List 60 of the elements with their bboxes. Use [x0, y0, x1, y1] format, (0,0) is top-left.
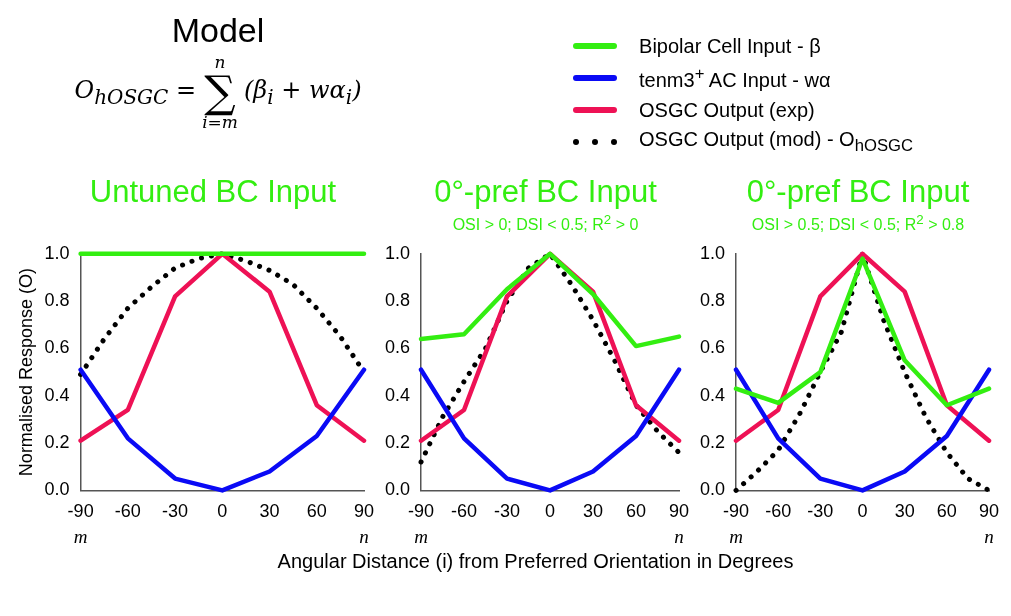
text: O$_{hOSGC}$ = [74, 75, 197, 109]
y-axis-title: Normalised Response (O) [15, 268, 36, 477]
text: (β$_{i}$ + wα$_{i}$) [243, 75, 362, 109]
legend-label: OSGC Output (exp) [639, 98, 815, 122]
y-tick-label: 0.8 [699, 290, 726, 311]
x-axis-title: Angular Distance (i) from Preferred Orientation in Degrees [276, 550, 795, 573]
text: n [359, 525, 369, 547]
chart-title: Untuned BC Input [89, 174, 337, 210]
chart-subtitle: OSI > 0; DSI < 0.5; R$^{2}$ > 0 [451, 211, 640, 236]
y-tick-label: 0.2 [699, 432, 726, 453]
x-tick-label: 90 [668, 501, 690, 522]
y-tick-label: 0.6 [699, 337, 726, 358]
x-tick-label: 60 [306, 501, 327, 522]
y-tick-label: 0.2 [44, 432, 70, 453]
x-tick-label: 30 [894, 501, 915, 522]
y-tick-label: 0.4 [384, 384, 411, 405]
x-tick-label: 0 [217, 501, 228, 522]
y-tick-label: 1.0 [44, 242, 70, 263]
y-tick-label: 0.2 [384, 432, 411, 453]
y-tick-label: 0.8 [44, 290, 70, 311]
y-tick-label: 0.8 [384, 290, 411, 311]
x-tick-label: -90 [723, 501, 750, 522]
legend-label: Bipolar Cell Input - β [639, 34, 821, 58]
x-tick-label: 60 [936, 501, 957, 522]
y-tick-label: 0.4 [44, 384, 70, 405]
text: n [984, 525, 994, 547]
y-tick-label: 0.0 [699, 479, 726, 500]
x-tick-label: -30 [494, 501, 521, 522]
legend-label: tenm3$^{+}$ AC Input - wα [639, 64, 831, 92]
y-tick-label: 0.0 [384, 479, 411, 500]
x-tick-label: 90 [353, 501, 375, 522]
chart-subtitle: OSI > 0.5; DSI < 0.5; R$^{2}$ > 0.8 [750, 211, 966, 236]
y-tick-label: 0.6 [384, 337, 411, 358]
y-tick-label: 1.0 [384, 242, 411, 263]
text: n [214, 52, 226, 72]
x-tick-label: -30 [162, 501, 189, 522]
text: m [729, 525, 743, 547]
x-tick-label: -60 [451, 501, 478, 522]
text: m [414, 525, 428, 547]
x-tick-label: -90 [408, 501, 435, 522]
text: Model [170, 10, 266, 51]
x-tick-label: 30 [259, 501, 280, 522]
x-tick-label: 30 [582, 501, 604, 522]
x-tick-label: 90 [978, 501, 1000, 522]
x-tick-label: -60 [765, 501, 792, 522]
y-tick-label: 0.0 [44, 479, 70, 500]
x-tick-label: -60 [114, 501, 141, 522]
y-tick-label: 0.4 [699, 384, 726, 405]
x-tick-label: 60 [625, 501, 647, 522]
chart-title: 0°-pref BC Input [746, 174, 970, 210]
x-tick-label: -30 [807, 501, 834, 522]
x-tick-label: -90 [67, 501, 94, 522]
x-tick-label: 0 [857, 501, 868, 522]
y-tick-label: 1.0 [699, 242, 726, 263]
text: m [73, 525, 88, 547]
legend-label: OSGC Output (mod) - O$_{hOSGC}$ [639, 128, 913, 156]
x-tick-label: 0 [545, 501, 556, 522]
y-tick-label: 0.6 [44, 337, 70, 358]
text: n [674, 525, 684, 547]
chart-title: 0°-pref BC Input [434, 174, 657, 210]
